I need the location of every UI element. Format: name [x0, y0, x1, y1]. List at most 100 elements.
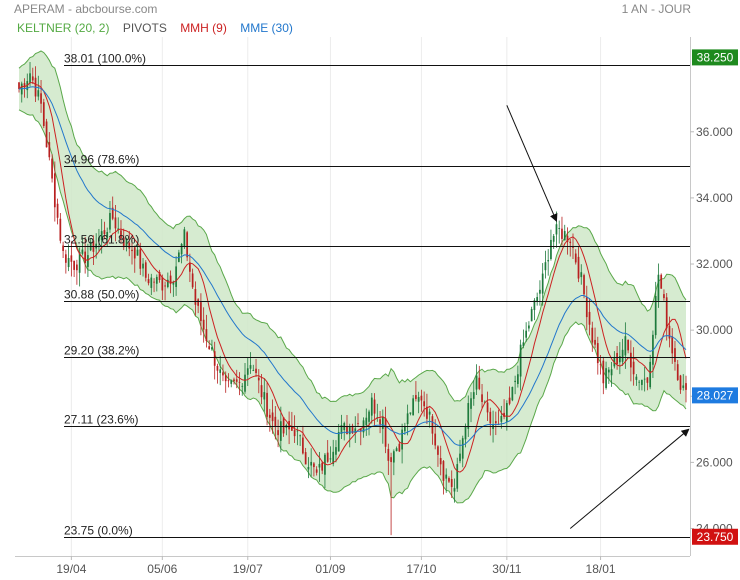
- candle-body: [175, 266, 177, 287]
- annotation-arrows: [506, 105, 690, 529]
- candle-body: [304, 452, 307, 465]
- price-tag-label: 28.027: [697, 388, 734, 402]
- candle-body: [528, 325, 530, 329]
- candle-body: [279, 421, 282, 441]
- candle-body: [541, 273, 544, 294]
- candle-body: [45, 121, 48, 148]
- candle-body: [293, 429, 296, 437]
- candle-body: [172, 282, 175, 285]
- pivot-label: 34.96 (78.6%): [64, 153, 139, 167]
- pivot-label: 23.75 (0.0%): [64, 524, 133, 538]
- candle-body: [73, 260, 75, 270]
- candle-body: [610, 369, 613, 376]
- candle-body: [643, 378, 646, 380]
- candle-body: [486, 402, 489, 413]
- candle-body: [169, 275, 172, 284]
- candle-body: [23, 83, 26, 88]
- candle-body: [630, 352, 632, 368]
- candle-body: [588, 311, 591, 325]
- candle-body: [415, 395, 417, 399]
- legend-mmh[interactable]: MMH (9): [180, 21, 227, 35]
- candle-body: [122, 237, 125, 248]
- candle-body: [420, 395, 423, 401]
- indicator-legend: KELTNER (20, 2) PIVOTS MMH (9) MME (30): [17, 21, 303, 35]
- candle-body: [585, 297, 588, 318]
- candle-body: [114, 217, 117, 229]
- candle-body: [291, 426, 293, 431]
- candle-body: [453, 488, 456, 492]
- candle-body: [596, 343, 599, 364]
- candle-body: [87, 255, 89, 267]
- pivot-label: 29.20 (38.2%): [64, 344, 139, 358]
- candle-body: [437, 446, 439, 455]
- candle-body: [216, 365, 219, 371]
- candle-body: [67, 257, 70, 268]
- candle-body: [426, 406, 428, 419]
- candle-body: [365, 417, 368, 426]
- keltner-lower: [18, 109, 687, 504]
- candle-body: [395, 448, 398, 452]
- candle-body: [357, 423, 359, 425]
- candle-body: [676, 364, 679, 380]
- candle-body: [153, 281, 155, 283]
- candle-body: [246, 368, 249, 375]
- candle-body: [439, 458, 442, 465]
- candle-body: [56, 203, 59, 218]
- x-tick-label: 19/04: [56, 562, 86, 576]
- candle-body: [53, 173, 56, 208]
- y-tick-label: 32.000: [696, 257, 733, 271]
- candle-body: [42, 102, 45, 126]
- candle-body: [299, 435, 301, 437]
- candle-body: [464, 426, 467, 440]
- candle-body: [618, 356, 621, 363]
- candle-body: [580, 272, 583, 278]
- pivot-label: 38.01 (100.0%): [64, 52, 146, 66]
- candle-body: [511, 386, 514, 401]
- candle-body: [434, 433, 437, 446]
- candle-body: [158, 272, 161, 280]
- candle-body: [200, 302, 202, 322]
- candle-body: [351, 425, 354, 434]
- candle-body: [404, 426, 406, 432]
- candle-body: [310, 461, 313, 466]
- candle-body: [238, 381, 241, 383]
- candle-body: [147, 279, 150, 284]
- candle-body: [594, 339, 596, 345]
- legend-pivots[interactable]: PIVOTS: [122, 21, 167, 35]
- candle-body: [467, 403, 470, 429]
- candle-body: [412, 398, 414, 416]
- pivot-levels: 38.01 (100.0%) 34.96 (78.6%) 32.56 (61.8%)…: [64, 52, 690, 538]
- x-tick-label: 30/11: [492, 562, 521, 576]
- x-tick-label: 18/01: [586, 562, 616, 576]
- candle-body: [472, 392, 475, 399]
- candle-body: [379, 419, 381, 425]
- candle-body: [517, 374, 519, 384]
- candle-body: [409, 412, 412, 414]
- candle-body: [211, 347, 213, 350]
- candle-body: [583, 275, 585, 295]
- legend-mme[interactable]: MME (30): [240, 21, 293, 35]
- candle-body: [530, 309, 533, 322]
- candle-body: [302, 437, 304, 454]
- candle-body: [340, 424, 343, 434]
- candle-body: [252, 370, 255, 371]
- candle-body: [70, 255, 73, 262]
- keltner-upper: [18, 50, 687, 403]
- period-selector[interactable]: 1 AN - JOUR: [621, 2, 691, 16]
- chart-title: APERAM - abcbourse.com: [14, 2, 158, 16]
- candle-body: [547, 260, 550, 262]
- candle-body: [346, 425, 348, 435]
- candle-body: [100, 231, 103, 240]
- legend-keltner[interactable]: KELTNER (20, 2): [17, 21, 110, 35]
- candle-body: [332, 451, 335, 465]
- candle-body: [307, 467, 310, 470]
- candle-body: [335, 447, 337, 455]
- candle-body: [244, 374, 246, 392]
- candle-body: [569, 241, 572, 244]
- candle-body: [222, 372, 224, 376]
- candle-body: [266, 392, 268, 417]
- candle-body: [186, 232, 188, 258]
- price-tag-box: [692, 387, 738, 404]
- candle-body: [128, 242, 131, 249]
